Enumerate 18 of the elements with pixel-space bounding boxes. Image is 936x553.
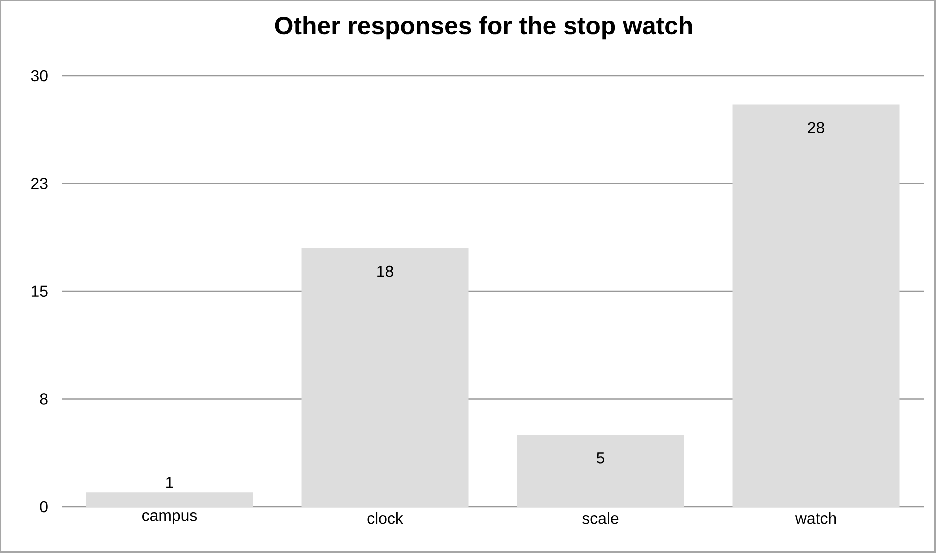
x-tick-label: scale [582, 512, 619, 524]
y-tick-label: 30 [31, 70, 48, 82]
data-label: 1 [166, 477, 174, 488]
y-tick-label: 8 [40, 394, 48, 405]
chart-title: Other responses for the stop watch [275, 16, 692, 40]
bar [517, 435, 684, 507]
x-tick-label: campus [142, 512, 198, 524]
y-tick-label: 0 [40, 501, 48, 513]
bar [302, 248, 469, 507]
bar [732, 104, 900, 507]
y-tick-label: 23 [32, 178, 48, 190]
x-tick-label: clock [368, 512, 404, 524]
x-tick-label: watch [795, 512, 836, 524]
data-label: 28 [808, 122, 824, 134]
y-tick-label: 15 [32, 286, 48, 298]
data-label: 5 [596, 452, 605, 464]
data-label: 18 [378, 266, 394, 278]
bar [86, 492, 254, 507]
